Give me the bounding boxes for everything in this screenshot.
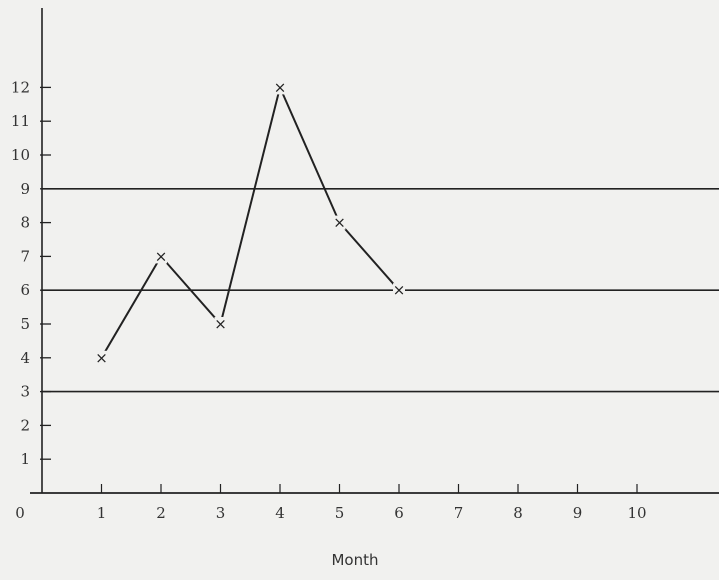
y-tick-label-12: 12: [11, 78, 30, 96]
data-point-3: ×: [214, 315, 227, 333]
y-tick-label-8: 8: [20, 214, 30, 232]
x-tick-label-1: 1: [97, 504, 107, 522]
point-backdrop-2: [155, 249, 167, 264]
y-tick-label-4: 4: [20, 349, 30, 367]
x-tick-label-7: 7: [454, 504, 464, 522]
x-tick-label-10: 10: [627, 504, 646, 522]
data-point-2: ×: [155, 247, 168, 265]
point-backdrop-1: [95, 350, 108, 365]
axes: [30, 8, 719, 494]
data-series: × × × × × ×: [95, 78, 405, 366]
y-tick-label-11: 11: [11, 112, 30, 130]
x-tick-label-3: 3: [216, 504, 226, 522]
x-tick-label-9: 9: [573, 504, 583, 522]
point-backdrop-4: [274, 80, 286, 95]
data-point-4: ×: [274, 78, 287, 96]
x-axis-title: Month: [331, 551, 378, 569]
x-tick-label-5: 5: [335, 504, 345, 522]
x-tick-label-8: 8: [513, 504, 523, 522]
x-tick-label-0: 0: [15, 504, 25, 522]
y-tick-label-2: 2: [20, 416, 30, 434]
y-tick-label-1: 1: [20, 450, 30, 468]
point-backdrop-5: [333, 215, 346, 230]
y-tick-label-7: 7: [20, 247, 30, 265]
control-limit-lines: [42, 188, 719, 393]
point-backdrop-6: [393, 283, 405, 298]
data-point-1: ×: [95, 349, 108, 367]
x-tick-label-4: 4: [275, 504, 285, 522]
data-point-5: ×: [333, 214, 346, 232]
y-tick-label-6: 6: [20, 281, 30, 299]
y-tick-label-5: 5: [20, 315, 30, 333]
data-point-6: ×: [393, 281, 406, 299]
x-tick-label-2: 2: [156, 504, 166, 522]
series-line-0: [100, 84, 400, 359]
y-tick-label-9: 9: [20, 180, 30, 198]
y-tick-label-3: 3: [20, 383, 30, 401]
x-tick-label-6: 6: [394, 504, 404, 522]
y-tick-label-10: 10: [11, 146, 30, 164]
point-backdrop-3: [214, 317, 227, 331]
